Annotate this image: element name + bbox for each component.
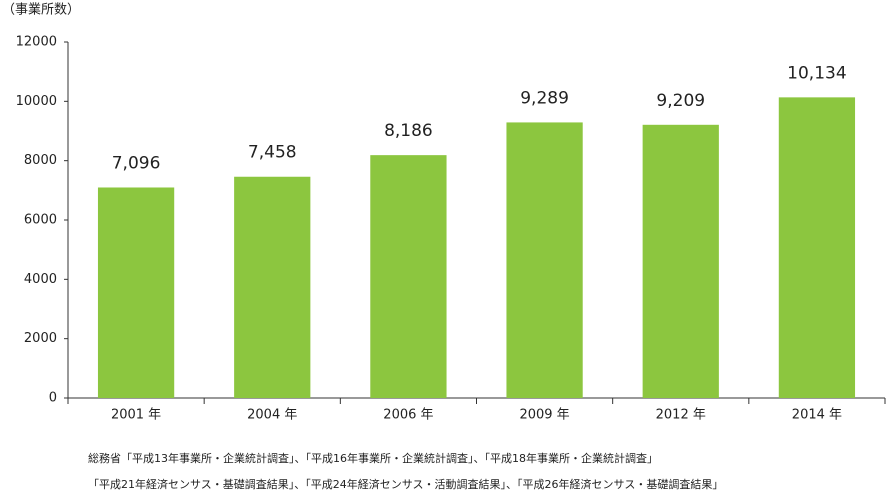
bar	[370, 155, 447, 398]
value-label: 8,186	[384, 121, 433, 141]
bar	[642, 124, 719, 398]
x-tick-label: 2001 年	[111, 408, 161, 423]
y-tick-label: 8000	[24, 153, 57, 168]
y-tick-label: 10000	[16, 94, 57, 109]
y-tick-label: 2000	[24, 331, 57, 346]
value-label: 7,096	[112, 153, 161, 173]
source-note: 「平成21年経済センサス・基礎調査結果」、「平成24年経済センサス・活動調査結果…	[88, 477, 723, 491]
x-tick-label: 2006 年	[383, 408, 433, 423]
x-tick-label: 2012 年	[656, 408, 706, 423]
value-label: 10,134	[787, 63, 846, 83]
value-label: 7,458	[248, 143, 297, 163]
y-tick-label: 12000	[16, 35, 57, 50]
y-tick-label: 4000	[24, 272, 57, 287]
bar	[506, 122, 583, 398]
bar	[234, 176, 311, 398]
x-tick-label: 2014 年	[792, 408, 842, 423]
x-tick-label: 2009 年	[519, 408, 569, 423]
value-label: 9,209	[656, 91, 705, 111]
bar	[97, 187, 175, 398]
bar	[778, 97, 856, 398]
y-tick-label: 6000	[24, 213, 57, 228]
value-label: 9,289	[520, 88, 569, 108]
x-tick-label: 2004 年	[247, 408, 297, 423]
y-axis-label: （事業所数）	[2, 2, 80, 18]
source-note: 総務省「平成13年事業所・企業統計調査」、「平成16年事業所・企業統計調査」、「…	[88, 451, 658, 465]
y-tick-label: 0	[49, 391, 57, 406]
